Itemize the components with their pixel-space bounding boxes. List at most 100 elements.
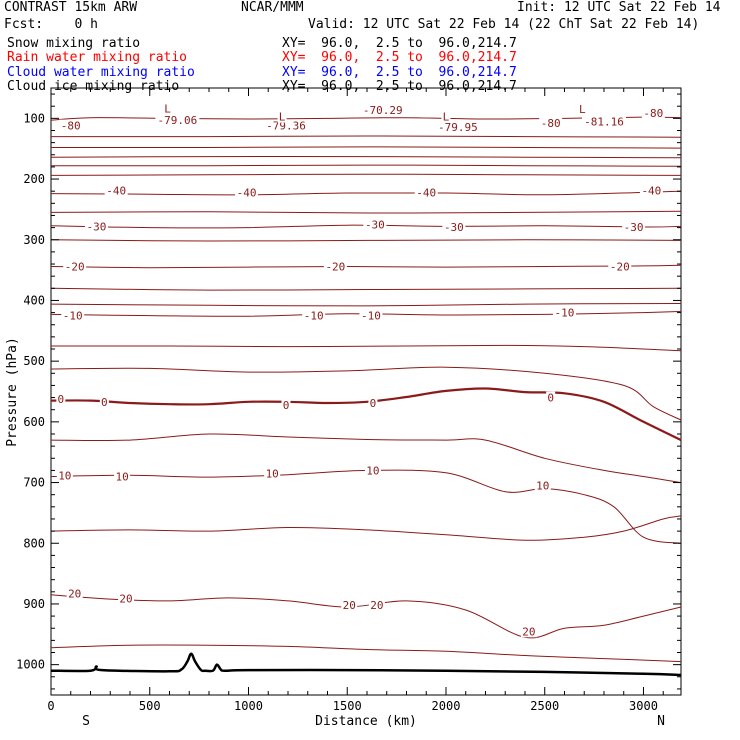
contour-label: -80 xyxy=(541,117,561,130)
contour-line xyxy=(50,344,682,352)
field-name-cloud-ice: Cloud ice mixing ratio xyxy=(7,79,180,94)
y-axis-label: Pressure (hPa) xyxy=(5,337,20,447)
y-tick-label: 100 xyxy=(23,111,45,125)
contour-label-mask xyxy=(281,398,291,411)
x-axis-ticks: 0 500 1000 1500 2000 2500 3000 xyxy=(47,88,664,713)
contour-label: -80 xyxy=(643,107,663,120)
model-title: CONTRAST 15km ARW xyxy=(4,0,138,15)
contour-label: 0 xyxy=(370,397,377,410)
valid-time: Valid: 12 UTC Sat 22 Feb 14 (22 ChT Sat … xyxy=(308,17,700,32)
contour-label: -20 xyxy=(610,260,630,273)
terrain-line xyxy=(50,652,682,677)
y-tick-label: 1000 xyxy=(16,658,45,672)
contour-label-mask xyxy=(364,464,381,477)
x-axis-right-label: N xyxy=(657,714,665,729)
terrain-profile xyxy=(50,652,682,677)
contour-label-mask xyxy=(84,220,108,233)
contour-label: 10 xyxy=(366,464,379,477)
x-tick-label: 2500 xyxy=(530,699,559,713)
y-tick-label: 900 xyxy=(23,597,45,611)
contour-line xyxy=(50,210,682,214)
contour-label-mask xyxy=(520,625,537,638)
y-tick-label: 600 xyxy=(23,415,45,429)
contour-label-mask xyxy=(235,186,259,199)
contour-line-0 xyxy=(50,387,682,442)
contour-line xyxy=(50,433,682,484)
contour-label: 0 xyxy=(58,393,65,406)
y-tick-label: 800 xyxy=(23,536,45,550)
y-tick-label: 400 xyxy=(23,293,45,307)
contour-label-mask xyxy=(277,110,287,123)
contour-label: 10 xyxy=(266,467,279,480)
contour-label: -10 xyxy=(304,310,324,323)
contour-label-mask xyxy=(341,599,358,612)
contour-line xyxy=(50,303,682,307)
contour-label-mask xyxy=(163,102,173,115)
contour-label-mask xyxy=(61,309,85,322)
contour-label: -40 xyxy=(416,186,436,199)
x-tick-label: 0 xyxy=(47,699,54,713)
contour-label-mask xyxy=(360,103,405,116)
contour-line xyxy=(50,173,682,176)
y-tick-label: 500 xyxy=(23,354,45,368)
contour-label-mask xyxy=(435,120,480,133)
contour-label-mask xyxy=(359,309,383,322)
contour-label: -79.06 xyxy=(158,114,198,127)
contour-line-minus-10 xyxy=(50,310,682,317)
contour-label: -30 xyxy=(624,221,644,234)
field-name-rain: Rain water mixing ratio xyxy=(7,50,188,65)
contour-labels: -80 -80-80-70.29-79.06 -79.36 -79.95 -81.16L… xyxy=(56,102,665,638)
contour-label: 0 xyxy=(101,396,108,409)
contour-label-mask xyxy=(608,260,632,273)
contour-label-mask xyxy=(99,395,109,408)
contour-label-mask xyxy=(118,592,135,605)
contour-label: L xyxy=(279,111,286,124)
field-name-snow: Snow mixing ratio xyxy=(7,36,141,51)
contour-label-mask xyxy=(155,114,200,127)
contour-label: 20 xyxy=(370,599,383,612)
x-tick-label: 1000 xyxy=(234,699,263,713)
contour-label-mask xyxy=(66,587,83,600)
field-name-cloud-water: Cloud water mixing ratio xyxy=(7,65,195,80)
contour-label-mask xyxy=(264,467,281,480)
contour-line xyxy=(50,135,682,138)
contour-label-mask xyxy=(368,397,378,410)
y-tick-label: 200 xyxy=(23,172,45,186)
x-tick-label: 1500 xyxy=(333,699,362,713)
contour-label: -30 xyxy=(365,219,385,232)
contour-label: 20 xyxy=(119,592,132,605)
contour-label: -40 xyxy=(237,186,257,199)
contour-label: -30 xyxy=(444,221,464,234)
contour-label: -80 xyxy=(61,120,81,133)
contour-label-mask xyxy=(552,306,576,319)
x-tick-label: 2000 xyxy=(432,699,461,713)
contour-line-10 xyxy=(50,469,682,544)
x-axis-left-label: S xyxy=(82,714,90,729)
contour-label-mask xyxy=(56,392,66,405)
contour-line xyxy=(50,146,682,149)
contour-label-mask xyxy=(442,221,466,234)
contour-label-mask xyxy=(302,309,326,322)
contour-label: -20 xyxy=(65,260,85,273)
contour-label: L xyxy=(579,103,586,116)
contour-label-mask xyxy=(59,119,83,132)
contour-label: 20 xyxy=(68,588,81,601)
contour-label: -40 xyxy=(641,185,661,198)
contour-label: -70.29 xyxy=(363,104,403,117)
y-tick-label: 700 xyxy=(23,476,45,490)
contour-label: -10 xyxy=(555,307,575,320)
contour-line-minus-40 xyxy=(50,190,682,196)
contour-label-mask xyxy=(577,103,587,116)
contour-line-minus-30 xyxy=(50,224,682,229)
contour-label: 10 xyxy=(58,469,71,482)
contour-label-mask xyxy=(368,599,385,612)
forecast-hour: Fcst: 0 h xyxy=(4,17,98,32)
contour-label: 20 xyxy=(522,625,535,638)
contour-label-mask xyxy=(323,260,347,273)
x-tick-label: 3000 xyxy=(629,699,658,713)
contour-label: -79.36 xyxy=(266,120,306,133)
contour-label: -10 xyxy=(63,310,83,323)
contour-label: 10 xyxy=(536,480,549,493)
init-time: Init: 12 UTC Sat 22 Feb 14 xyxy=(517,0,721,15)
